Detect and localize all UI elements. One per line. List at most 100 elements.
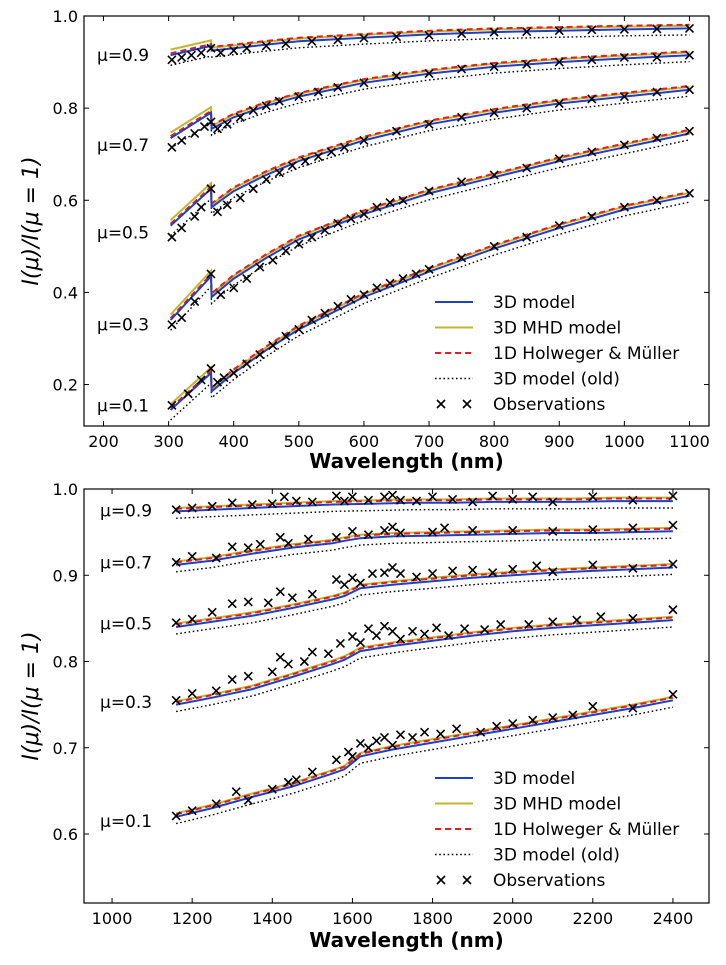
observation-point [448, 494, 458, 504]
x-tick-label: 2400 [653, 909, 694, 928]
observation-point [379, 621, 390, 631]
observation-point [229, 283, 239, 293]
observation-point [177, 313, 187, 323]
observation-point [347, 751, 357, 761]
observation-point [619, 92, 629, 102]
observation-point [347, 492, 357, 502]
observation-point [359, 290, 369, 300]
observation-point [407, 732, 418, 742]
observation-point [291, 775, 301, 785]
observation-point [619, 202, 629, 212]
observation-point [411, 496, 422, 506]
observation-point [347, 526, 357, 536]
observation-point [379, 732, 390, 742]
observation-point [457, 64, 467, 74]
observation-point [440, 523, 450, 533]
series-3d-mhd-model [169, 129, 690, 316]
legend-marker [462, 399, 472, 409]
observation-point [307, 767, 317, 777]
series-3d-model [170, 54, 690, 139]
observation-point [331, 755, 341, 765]
legend-entry-1d-holweger-muller: 1D Holweger & Müller [493, 820, 679, 840]
observation-point [346, 294, 356, 304]
observation-point [387, 740, 398, 750]
observation-point [211, 686, 221, 696]
observation-point [171, 695, 181, 705]
legend-entry-3d-model-old: 3D model (old) [493, 370, 620, 390]
observation-point [177, 52, 187, 63]
observation-point [554, 98, 564, 109]
observation-point [190, 211, 200, 221]
observation-point [468, 565, 478, 575]
observation-point [267, 667, 277, 677]
observation-point [419, 629, 430, 639]
observation-point [242, 359, 252, 369]
observation-point [395, 634, 406, 644]
observation-point [568, 710, 578, 720]
mu-label: μ=0.1 [100, 812, 152, 832]
x-tick-label: 1600 [332, 909, 373, 928]
observation-point [307, 497, 317, 507]
observation-point [207, 501, 217, 511]
observation-point [235, 193, 245, 203]
observation-point [668, 520, 678, 530]
observation-point [167, 142, 177, 152]
observation-point [331, 491, 341, 501]
observation-point [419, 727, 430, 737]
observation-point [196, 48, 206, 58]
observation-point [587, 211, 597, 221]
observation-point [359, 78, 369, 88]
observation-point [379, 568, 390, 578]
observation-point [668, 491, 678, 501]
observation-point [548, 526, 558, 536]
observation-point [287, 593, 297, 603]
observation-point [436, 729, 446, 739]
observation-point [489, 241, 499, 251]
observation-point [387, 522, 398, 532]
observation-point [508, 525, 518, 535]
mu-label: μ=0.1 [97, 396, 149, 416]
series-1d-holweger-muller [175, 563, 673, 626]
observation-point [291, 496, 301, 506]
observation-point [283, 659, 293, 669]
y-tick-label: 0.6 [53, 191, 78, 210]
observation-point [303, 534, 313, 544]
observation-point [522, 232, 532, 242]
observation-point [268, 255, 278, 265]
y-axis-label: I(μ)/I(μ = 1) [19, 156, 44, 285]
x-tick-label: 1100 [669, 432, 710, 451]
observation-point [684, 188, 695, 198]
observation-point [387, 626, 398, 636]
observation-point [261, 174, 271, 185]
observation-point [387, 562, 398, 573]
observation-point [216, 290, 226, 300]
observation-point [335, 638, 345, 648]
legend-marker [436, 875, 446, 885]
series-3d-model-old [176, 507, 673, 519]
observation-point [424, 186, 434, 196]
x-axis-label: Wavelength (nm) [309, 928, 504, 952]
observation-point [395, 528, 406, 538]
observation-point [331, 532, 341, 542]
legend-entry-observations: Observations [493, 395, 606, 415]
observation-point [339, 496, 349, 506]
observation-point [359, 135, 369, 145]
observation-point [355, 578, 366, 588]
legend-entry-3d-model: 3D model [493, 769, 575, 789]
observation-point [206, 184, 216, 194]
y-axis-label: I(μ)/I(μ = 1) [19, 631, 44, 760]
observation-point [424, 30, 434, 40]
observation-point [363, 530, 374, 540]
x-tick-label: 1000 [92, 909, 133, 928]
observation-point [186, 50, 196, 60]
x-tick-label: 400 [218, 432, 249, 451]
observation-point [255, 350, 265, 360]
observation-point [307, 36, 317, 46]
observation-point [355, 738, 366, 749]
observation-point [652, 24, 662, 34]
top-panel-chart: 200 300 400 500 600 700 800 900 1000 1100 0.2 0.4 0.… [19, 7, 710, 473]
observation-point [522, 59, 532, 69]
observation-point [522, 163, 532, 173]
observation-point [684, 50, 695, 60]
